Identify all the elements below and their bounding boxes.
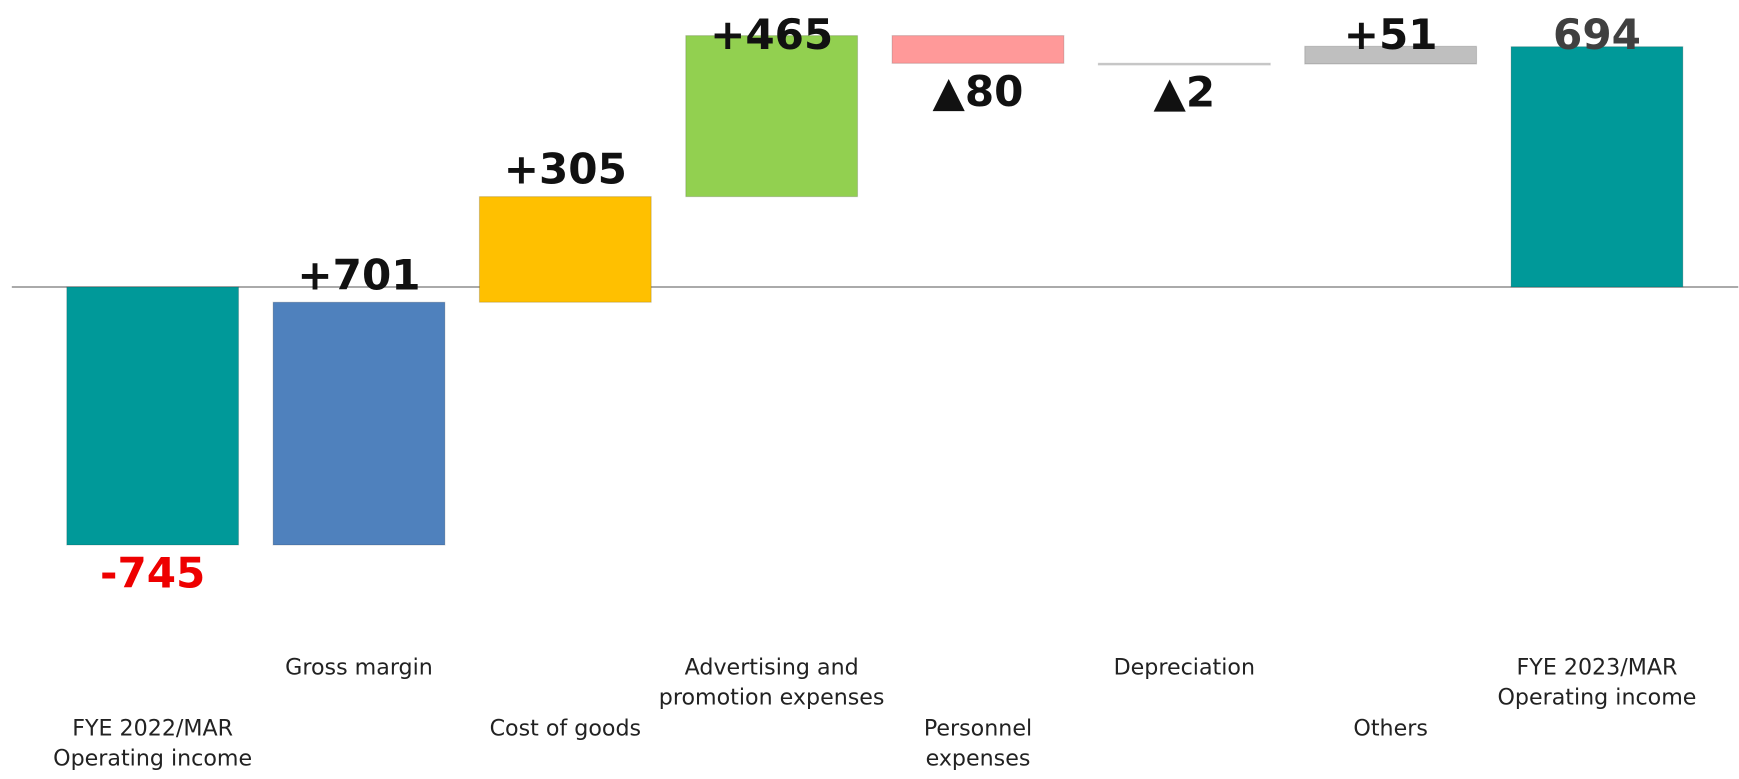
value-label: 694 xyxy=(1553,10,1641,59)
value-label: +51 xyxy=(1344,10,1438,59)
bar xyxy=(1097,62,1271,66)
x-tick-label: FYE 2023/MAR xyxy=(1517,655,1678,681)
value-label: -745 xyxy=(100,549,205,598)
value-label: +465 xyxy=(710,10,833,59)
value-label: +305 xyxy=(504,145,627,194)
x-tick-label: Advertising and xyxy=(685,655,859,681)
bar xyxy=(272,301,446,546)
x-tick-label: Gross margin xyxy=(285,655,433,681)
x-tick-label: Operating income xyxy=(1497,685,1696,711)
x-tick-label: Personnel xyxy=(924,716,1032,742)
bar xyxy=(66,286,240,546)
bar xyxy=(891,35,1065,64)
x-tick-label: Others xyxy=(1353,716,1427,742)
bar xyxy=(685,35,859,198)
value-label: ▲80 xyxy=(933,67,1024,116)
value-label: ▲2 xyxy=(1153,68,1215,117)
x-tick-label: promotion expenses xyxy=(659,685,885,711)
bar xyxy=(478,196,652,303)
x-tick-label: Depreciation xyxy=(1114,655,1255,681)
bar xyxy=(1510,46,1684,288)
x-tick-label: Operating income xyxy=(53,746,252,772)
bar xyxy=(1304,45,1478,65)
x-tick-label: FYE 2022/MAR xyxy=(72,716,233,742)
x-tick-label: expenses xyxy=(926,746,1031,772)
x-tick-label: Cost of goods xyxy=(490,716,641,742)
value-label: +701 xyxy=(297,250,420,299)
